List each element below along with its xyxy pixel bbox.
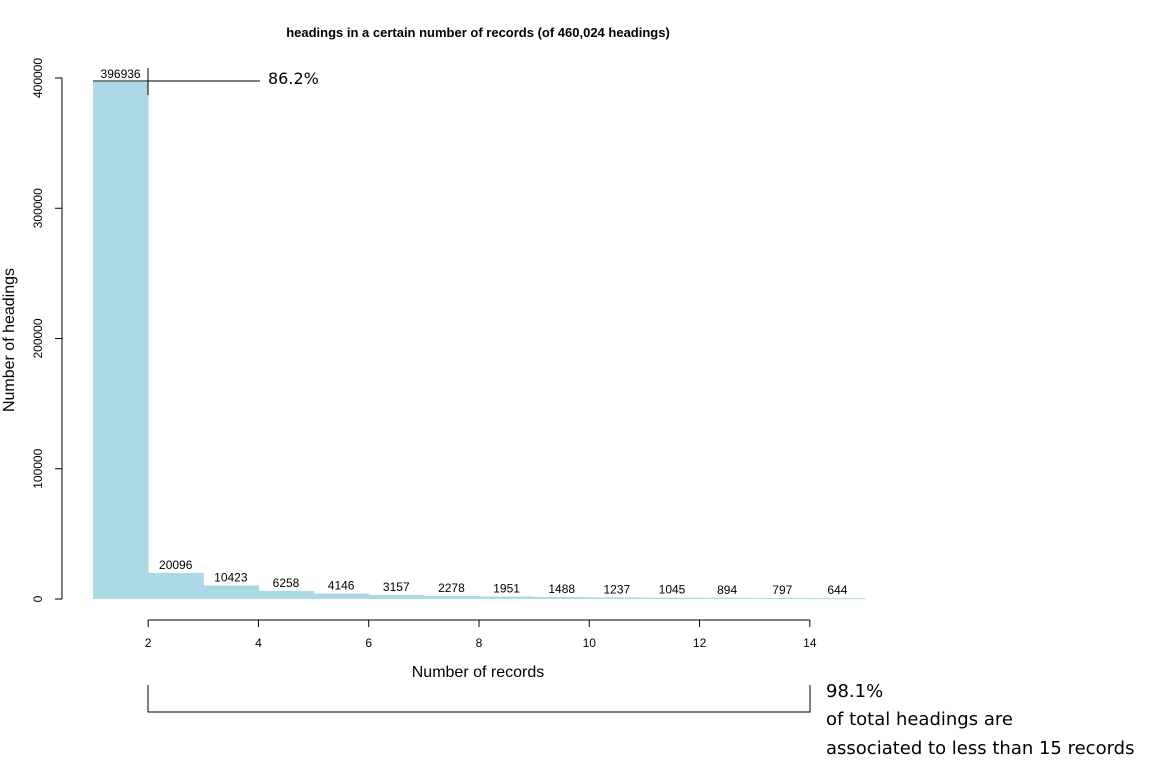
- range-annotation-line1: of total headings are: [826, 709, 1013, 730]
- x-axis-label: Number of records: [412, 664, 545, 681]
- bar-value-label-12: 894: [717, 583, 737, 597]
- x-tick-label-4: 4: [255, 636, 262, 650]
- bar-13: [754, 597, 811, 599]
- y-tick-label-300000: 300000: [31, 188, 45, 228]
- chart-title: headings in a certain number of records …: [286, 25, 670, 40]
- bar-10: [589, 597, 645, 599]
- x-tick-label-8: 8: [476, 636, 483, 650]
- bar-4: [258, 590, 315, 599]
- y-tick-label-400000: 400000: [31, 58, 45, 98]
- y-axis: 0 100000 200000 300000 400000: [31, 58, 63, 602]
- bar-3: [203, 585, 259, 599]
- bar-5: [313, 593, 370, 599]
- bar-7: [423, 596, 480, 599]
- range-bracket: [147, 685, 811, 713]
- bar-value-label-9: 1488: [548, 582, 575, 596]
- x-tick-label-6: 6: [365, 636, 372, 650]
- bar-value-label-3: 10423: [214, 570, 248, 584]
- bar-1: [93, 81, 149, 600]
- bar-8: [479, 596, 535, 599]
- x-tick-label-10: 10: [583, 636, 597, 650]
- bars-layer: [93, 81, 866, 600]
- y-tick-label-100000: 100000: [31, 448, 45, 488]
- bar-value-label-8: 1951: [493, 581, 520, 595]
- x-tick-label-2: 2: [145, 636, 152, 650]
- bar-11: [644, 597, 701, 599]
- bar-9: [534, 597, 590, 599]
- bar-2: [148, 572, 204, 599]
- bar-value-label-13: 797: [772, 583, 792, 597]
- bar-value-label-7: 2278: [438, 581, 465, 595]
- x-tick-label-14: 14: [803, 636, 817, 650]
- bar-value-label-4: 6258: [273, 576, 300, 590]
- x-axis: 2 4 6 8 10 12 14: [145, 619, 817, 650]
- bar-14: [809, 598, 866, 600]
- bar-value-label-6: 3157: [383, 580, 410, 594]
- bar-value-label-5: 4146: [328, 579, 355, 593]
- y-axis-label: Number of headings: [1, 268, 18, 412]
- bar-value-label-10: 1237: [604, 582, 631, 596]
- range-annotation-line2: associated to less than 15 records: [826, 738, 1134, 759]
- x-tick-label-12: 12: [693, 636, 707, 650]
- bar-value-label-11: 1045: [659, 583, 686, 597]
- bar-6: [368, 594, 425, 599]
- value-labels-layer: 396936 20096 10423 6258 4146 3157 2278 1951 1488…: [101, 67, 848, 597]
- range-percent-annotation: 98.1%: [826, 681, 883, 702]
- bar-12: [699, 597, 756, 599]
- y-tick-label-200000: 200000: [31, 318, 45, 358]
- top-percent-annotation: 86.2%: [268, 69, 319, 88]
- y-tick-label-0: 0: [31, 595, 45, 602]
- bar-value-label-2: 20096: [159, 558, 193, 572]
- bar-value-label-14: 644: [827, 583, 847, 597]
- bar-value-label-1: 396936: [101, 67, 141, 81]
